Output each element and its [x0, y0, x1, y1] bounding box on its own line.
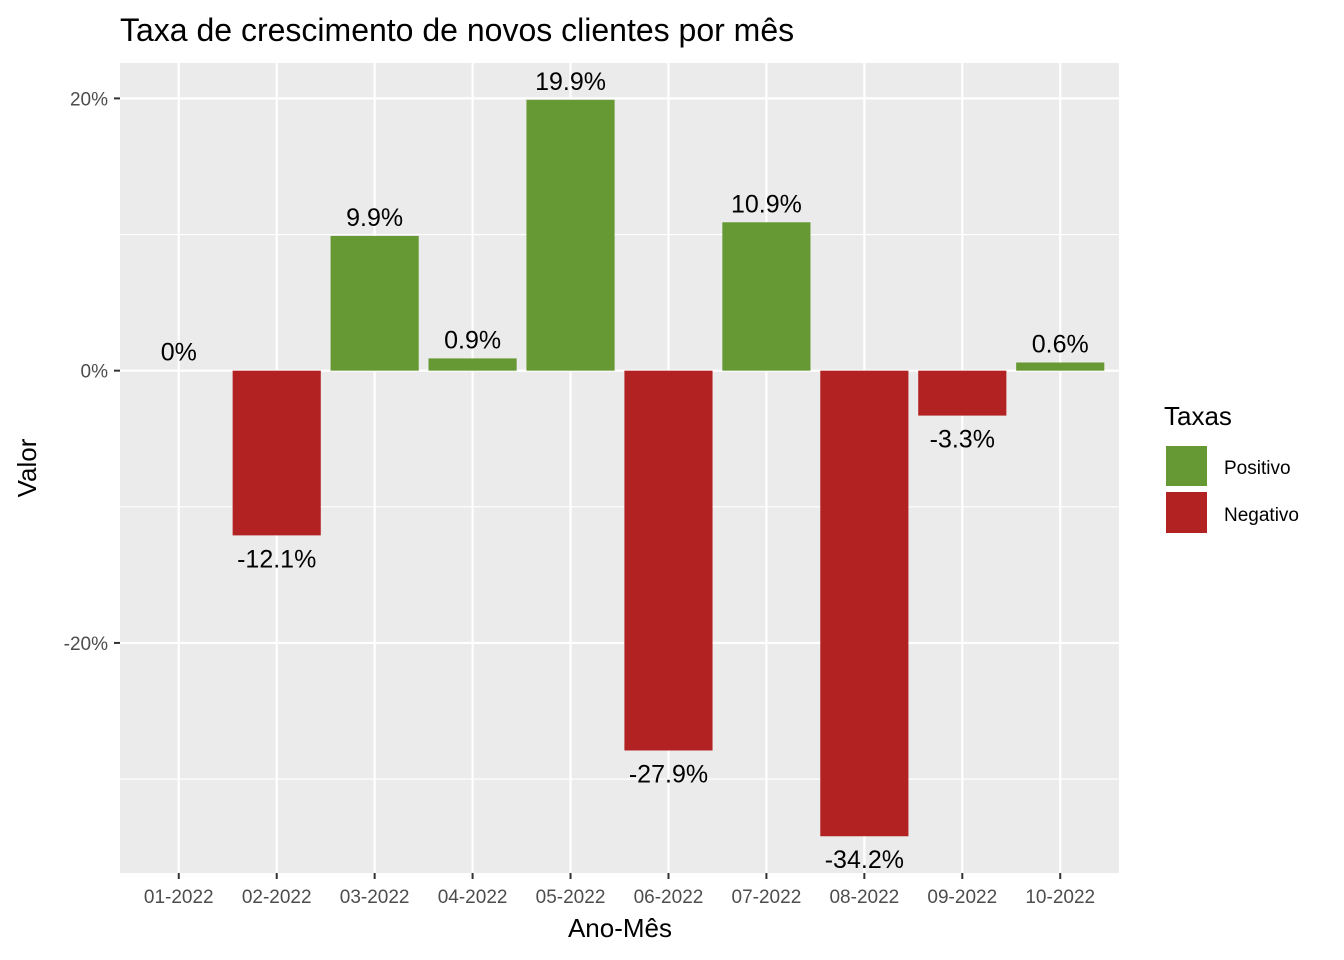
bar-08-2022 — [820, 370, 909, 837]
bar-label-05-2022: 19.9% — [535, 68, 606, 96]
chart-title: Taxa de crescimento de novos clientes po… — [120, 12, 794, 48]
bar-label-04-2022: 0.9% — [444, 326, 501, 354]
bar-06-2022 — [624, 370, 713, 751]
x-tick-label-02-2022: 02-2022 — [242, 887, 312, 908]
bar-label-01-2022: 0% — [161, 339, 197, 367]
bar-09-2022 — [918, 370, 1007, 416]
y-axis-title: Valor — [12, 438, 42, 497]
legend-title: Taxas — [1164, 401, 1232, 431]
bar-label-09-2022: -3.3% — [930, 426, 995, 454]
bar-label-10-2022: 0.6% — [1032, 330, 1089, 358]
bar-05-2022 — [526, 99, 615, 371]
y-tick-label: 20% — [70, 89, 108, 110]
bar-03-2022 — [330, 235, 419, 371]
x-tick-label-01-2022: 01-2022 — [144, 887, 214, 908]
bar-04-2022 — [428, 358, 517, 371]
x-tick-label-08-2022: 08-2022 — [829, 887, 899, 908]
legend: Taxas Positivo Negativo — [1164, 401, 1299, 533]
bar-10-2022 — [1016, 362, 1105, 371]
x-tick-label-10-2022: 10-2022 — [1025, 887, 1095, 908]
x-tick-label-06-2022: 06-2022 — [634, 887, 704, 908]
bars — [232, 99, 1105, 837]
x-tick-label-05-2022: 05-2022 — [536, 887, 606, 908]
legend-label-negativo: Negativo — [1224, 505, 1299, 526]
x-tick-label-04-2022: 04-2022 — [438, 887, 508, 908]
bar-label-07-2022: 10.9% — [731, 190, 802, 218]
legend-key-positivo — [1166, 446, 1207, 486]
x-tick-label-03-2022: 03-2022 — [340, 887, 410, 908]
y-tick-label: 0% — [81, 362, 109, 383]
bar-label-06-2022: -27.9% — [629, 760, 708, 788]
x-axis-title: Ano-Mês — [568, 913, 672, 943]
legend-label-positivo: Positivo — [1224, 458, 1291, 479]
bar-02-2022 — [232, 370, 321, 536]
y-axis: 20% 0% -20% — [64, 89, 120, 655]
x-tick-label-09-2022: 09-2022 — [927, 887, 997, 908]
bar-label-02-2022: -12.1% — [237, 545, 316, 573]
y-tick-label: -20% — [64, 634, 108, 655]
bar-label-03-2022: 9.9% — [346, 204, 403, 232]
x-axis: 01-2022 02-2022 03-2022 04-2022 05-2022 06-20… — [144, 873, 1095, 908]
bar-labels: 0% -12.1% 9.9% 0.9% 19.9% -27.9% 10.9% -34.2% -3… — [161, 68, 1089, 874]
bar-label-08-2022: -34.2% — [825, 846, 904, 874]
bar-07-2022 — [722, 222, 811, 371]
x-tick-label-07-2022: 07-2022 — [732, 887, 802, 908]
legend-key-negativo — [1166, 492, 1207, 533]
